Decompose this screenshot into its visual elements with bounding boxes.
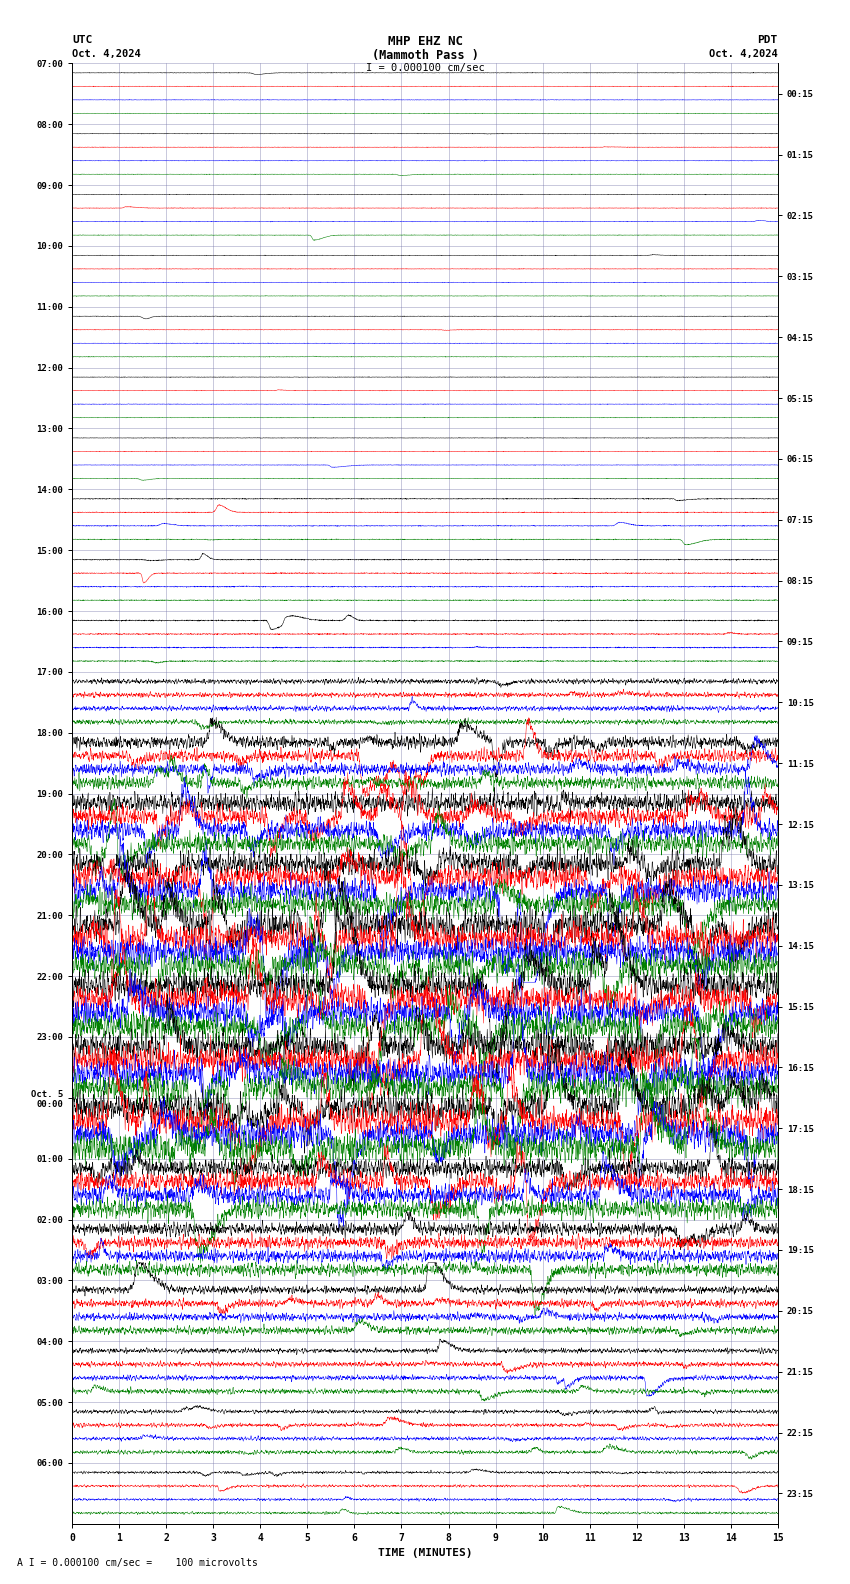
Text: UTC: UTC: [72, 35, 93, 44]
Text: I = 0.000100 cm/sec: I = 0.000100 cm/sec: [366, 63, 484, 73]
Text: MHP EHZ NC: MHP EHZ NC: [388, 35, 462, 48]
X-axis label: TIME (MINUTES): TIME (MINUTES): [377, 1549, 473, 1559]
Text: Oct. 4,2024: Oct. 4,2024: [709, 49, 778, 59]
Text: A I = 0.000100 cm/sec =    100 microvolts: A I = 0.000100 cm/sec = 100 microvolts: [17, 1559, 258, 1568]
Text: PDT: PDT: [757, 35, 778, 44]
Text: Oct. 4,2024: Oct. 4,2024: [72, 49, 141, 59]
Text: (Mammoth Pass ): (Mammoth Pass ): [371, 49, 479, 62]
